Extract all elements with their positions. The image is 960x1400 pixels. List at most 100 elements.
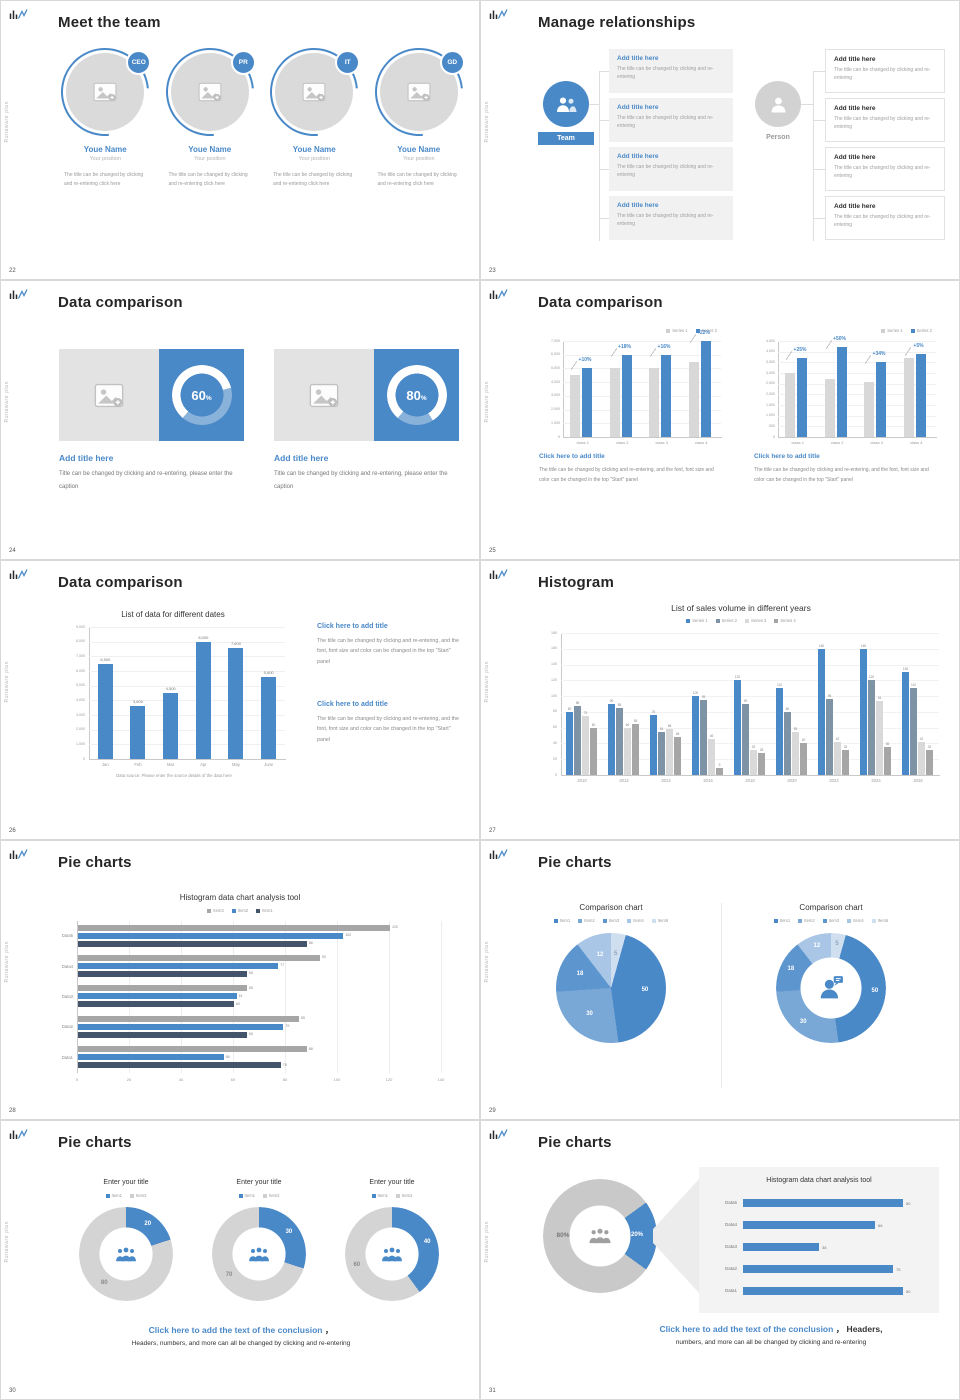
- bar-series2: [661, 354, 671, 437]
- category-label: Data3: [61, 994, 73, 999]
- conclusion-line: Click here to add the text of the conclu…: [599, 1323, 943, 1335]
- team-member[interactable]: IT Youe Name Your position The title can be…: [252, 30, 377, 190]
- bar-annotation: +5%: [913, 342, 924, 349]
- bar: [743, 1243, 819, 1251]
- slide-title: Meet the team: [58, 14, 161, 31]
- title-box[interactable]: Add title here The title can be changed b…: [825, 49, 945, 93]
- legend-label: Series 1: [887, 328, 903, 333]
- title-box[interactable]: Add title here The title can be changed b…: [609, 147, 733, 191]
- card-title[interactable]: Add title here: [59, 453, 114, 463]
- title-box[interactable]: Add title here The title can be changed b…: [825, 98, 945, 142]
- y-tick-label: 120: [551, 677, 557, 682]
- y-tick-label: 6,000: [76, 668, 85, 673]
- add-title-link[interactable]: Click here to add title: [317, 701, 388, 708]
- team-member[interactable]: CEO Youe Name Your position The title can b…: [43, 30, 168, 190]
- slide-31[interactable]: Runaware plan Pie charts 80% 20% Histogram…: [481, 1121, 959, 1399]
- x-tick-label: class 2: [831, 440, 844, 445]
- x-tick-label: Mar: [167, 762, 175, 767]
- team-member[interactable]: GD Youe Name Your position The title can be…: [356, 30, 479, 190]
- member-avatar: GD: [356, 30, 479, 154]
- legend-label: Series 2: [916, 328, 932, 333]
- title-box[interactable]: Add title here The title can be changed b…: [609, 49, 733, 93]
- y-tick-label: 60: [553, 725, 557, 730]
- y-tick-label: 2,000: [766, 391, 775, 396]
- connector-line: [599, 218, 609, 219]
- gridline: [561, 664, 939, 666]
- slide-26[interactable]: Runaware plan Data comparison List of da…: [1, 561, 479, 839]
- people-group-icon: [380, 1246, 404, 1267]
- x-tick-label: June: [264, 762, 274, 767]
- bar: [818, 648, 825, 775]
- bar-value-label: 78: [282, 1062, 287, 1067]
- segment-label: 20%: [630, 1232, 643, 1238]
- title-box[interactable]: Add title here The title can be changed b…: [825, 147, 945, 191]
- bar-value-label: 85: [301, 1016, 305, 1021]
- legend-item: Series 4: [774, 618, 796, 623]
- bar-value-label: 76: [651, 710, 656, 715]
- slide-number: 22: [9, 268, 16, 274]
- slide-number: 23: [489, 268, 496, 274]
- gridline: [285, 921, 286, 1073]
- segment-label: 30: [285, 1228, 293, 1235]
- bar: [78, 1031, 247, 1038]
- title-box[interactable]: Add title here The title can be changed b…: [609, 196, 733, 240]
- team-member[interactable]: PR Youe Name Your position The title can be…: [147, 30, 272, 190]
- conclusion-link[interactable]: Click here to add the text of the conclu…: [659, 1324, 834, 1334]
- x-tick-label: May: [232, 762, 240, 767]
- box-text: The title can be changed by clicking and…: [617, 115, 714, 129]
- add-title-link[interactable]: Click here to add title: [754, 453, 820, 460]
- legend-swatch: [263, 1193, 267, 1198]
- slide-30[interactable]: Runaware plan Pie charts Enter your titl…: [1, 1121, 479, 1399]
- x-tick-label: 2024: [871, 778, 881, 783]
- title-box[interactable]: Add title here The title can be changed b…: [825, 196, 945, 240]
- member-position: Your position: [193, 156, 226, 162]
- legend-swatch: [238, 1193, 243, 1198]
- box-title: Add title here: [617, 104, 659, 111]
- member-desc: The title can be changed by clicking and…: [168, 172, 248, 188]
- member-position: Your position: [402, 156, 435, 162]
- bar-value-label: 9: [718, 762, 721, 767]
- bar: [743, 1199, 903, 1207]
- bar-value-label: 40: [801, 738, 806, 743]
- conclusion-link[interactable]: Click here to add the text of the conclu…: [148, 1325, 323, 1335]
- bar: [784, 711, 791, 775]
- bar: [792, 731, 799, 775]
- legend-item: Item1: [553, 918, 570, 923]
- slide-27[interactable]: Runaware plan Histogram List of sales vo…: [481, 561, 959, 839]
- slide-content: List of sales volume in different years S…: [481, 561, 959, 839]
- bar: [860, 648, 867, 775]
- slide-28[interactable]: Runaware plan Pie charts Histogram data …: [1, 841, 479, 1119]
- legend-item: Item5: [871, 918, 888, 923]
- x-tick-label: 0: [75, 1077, 79, 1082]
- x-tick-label: 2022: [829, 778, 839, 783]
- bar-value-label: 32: [927, 744, 932, 749]
- x-tick-label: class 4: [695, 440, 708, 445]
- bar: [78, 940, 307, 947]
- slide-23[interactable]: Runaware plan Manage relationships Team P…: [481, 1, 959, 279]
- slide-title: Manage relationships: [538, 14, 696, 31]
- member-desc: The title can be changed by clicking and…: [273, 172, 353, 188]
- brand-logo-icon: [8, 287, 28, 301]
- slide-24[interactable]: Runaware plan Data comparison 60% Add tit…: [1, 281, 479, 559]
- chart-title: List of data for different dates: [121, 610, 225, 619]
- bar: [708, 738, 715, 775]
- slide-29[interactable]: Runaware plan Pie charts Comparison char…: [481, 841, 959, 1119]
- add-title-link[interactable]: Click here to add title: [317, 623, 388, 630]
- segment-label: 5: [613, 950, 618, 957]
- card-title[interactable]: Add title here: [274, 453, 329, 463]
- bar: [650, 715, 657, 775]
- bar: [842, 749, 849, 775]
- segment-label: 70: [225, 1272, 233, 1279]
- y-tick-label: 160: [551, 646, 557, 651]
- slide-22[interactable]: Runaware plan Meet the team CEO Youe Name…: [1, 1, 479, 279]
- image-placeholder-icon: [59, 349, 159, 441]
- slide-25[interactable]: Runaware plan Data comparison Series 1 Se…: [481, 281, 959, 559]
- bar: [834, 741, 841, 775]
- legend-swatch: [695, 328, 700, 333]
- title-box[interactable]: Add title here The title can be changed b…: [609, 98, 733, 142]
- chart-legend: Series 1 Series 2 Series 3 Series 4: [571, 618, 911, 623]
- x-tick-label: 20: [126, 1077, 132, 1082]
- bar: [78, 970, 247, 977]
- member-name: Youe Name: [292, 145, 336, 154]
- add-title-link[interactable]: Click here to add title: [539, 453, 605, 460]
